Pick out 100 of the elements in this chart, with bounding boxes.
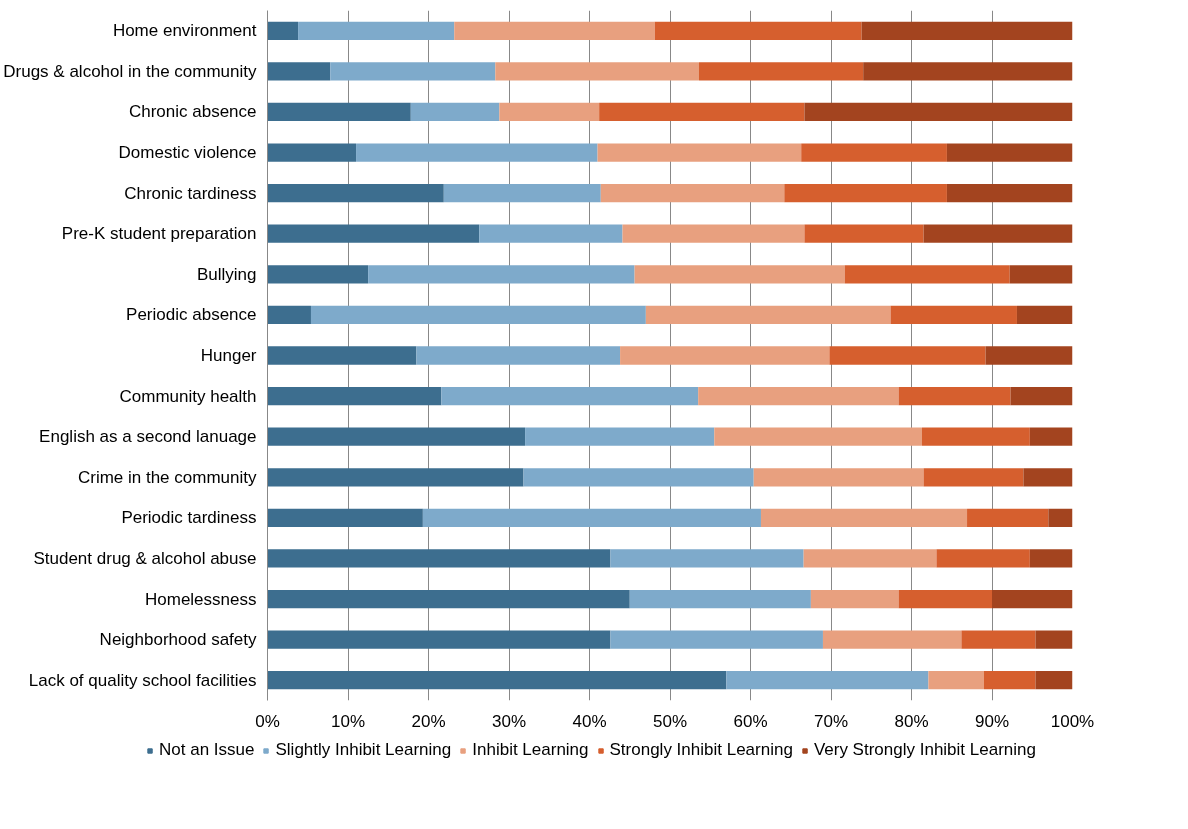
- bar: [810, 589, 899, 609]
- x-tick-label: 40%: [572, 711, 607, 731]
- bar: [898, 386, 1011, 406]
- y-tick-label: Hunger: [200, 346, 257, 365]
- bar: [985, 346, 1073, 365]
- y-tick-label: English as a second lanuage: [39, 427, 257, 447]
- bar: [267, 265, 369, 284]
- bar: [422, 508, 761, 527]
- bar: [495, 62, 699, 81]
- legend-label: Very Strongly Inhibit Learning: [813, 740, 1036, 760]
- bar: [629, 589, 811, 609]
- bar: [267, 549, 611, 568]
- bar: [634, 265, 845, 284]
- x-tick-label: 60%: [733, 711, 768, 731]
- bar: [479, 224, 623, 243]
- x-tick-label: 100%: [1050, 711, 1095, 731]
- bar: [645, 305, 891, 325]
- bar: [1035, 671, 1073, 690]
- bar: [1029, 549, 1073, 568]
- bar: [267, 346, 417, 365]
- bar: [267, 589, 630, 609]
- y-tick-label: Lack of quality school facilities: [28, 670, 257, 690]
- x-tick-label: 20%: [411, 711, 446, 731]
- bar: [267, 427, 526, 446]
- bar: [441, 386, 699, 406]
- y-tick-label: Student drug & alcohol abuse: [33, 548, 257, 568]
- y-tick-label: Chronic absence: [128, 102, 257, 122]
- bar: [801, 143, 947, 162]
- bar: [714, 427, 922, 446]
- bar: [923, 468, 1024, 487]
- bar: [983, 671, 1036, 690]
- y-tick-label: Chronic tardiness: [124, 183, 257, 203]
- legend-label: Strongly Inhibit Learning: [609, 740, 793, 760]
- bar: [267, 468, 524, 487]
- bar: [267, 386, 442, 406]
- bar: [784, 184, 947, 203]
- bar: [267, 305, 311, 325]
- bar: [620, 346, 830, 365]
- bar: [622, 224, 805, 243]
- bar: [525, 427, 715, 446]
- bar: [1010, 386, 1073, 406]
- bar: [1029, 427, 1073, 446]
- y-tick-label: Bullying: [196, 264, 257, 284]
- bar: [454, 21, 655, 40]
- bar: [416, 346, 621, 365]
- bar: [267, 630, 611, 649]
- x-tick-label: 0%: [255, 711, 280, 731]
- bar: [803, 549, 937, 568]
- bar: [804, 224, 924, 243]
- bar: [804, 102, 1073, 122]
- y-tick-label: Home environment: [112, 21, 257, 41]
- bar: [923, 224, 1073, 243]
- bar: [898, 589, 992, 609]
- x-tick-label: 50%: [652, 711, 688, 731]
- bar: [610, 549, 804, 568]
- bar: [698, 386, 899, 406]
- bar: [936, 549, 1030, 568]
- bar: [310, 305, 646, 325]
- bar: [890, 305, 1017, 325]
- x-tick-label: 90%: [974, 711, 1010, 731]
- bar: [946, 184, 1073, 203]
- y-tick-label: Periodic absence: [126, 305, 257, 325]
- bar: [267, 671, 727, 690]
- bar: [523, 468, 754, 487]
- bar: [600, 184, 785, 203]
- legend-label: Not an Issue: [159, 740, 255, 760]
- bar: [410, 102, 500, 122]
- bar: [267, 508, 423, 527]
- bar: [1009, 265, 1073, 284]
- bar: [330, 62, 496, 81]
- bar: [844, 265, 1010, 284]
- bar: [267, 184, 444, 203]
- bar: [726, 671, 929, 690]
- y-tick-label: Community health: [119, 386, 257, 406]
- bar: [1035, 630, 1073, 649]
- bar: [946, 143, 1073, 162]
- bar: [654, 21, 862, 40]
- bar: [267, 62, 331, 81]
- bar: [1023, 468, 1073, 487]
- bar: [443, 184, 601, 203]
- x-tick-label: 80%: [894, 711, 929, 731]
- bar: [698, 62, 864, 81]
- y-tick-label: Domestic violence: [118, 143, 257, 163]
- y-tick-label: Crime in the community: [77, 467, 257, 487]
- y-tick-label: Drugs & alcohol in the community: [3, 61, 257, 81]
- y-tick-label: Neighborhood safety: [99, 630, 257, 650]
- x-tick-label: 70%: [813, 711, 849, 731]
- bar: [1048, 508, 1073, 527]
- x-tick-label: 10%: [330, 711, 366, 731]
- bar: [298, 21, 455, 40]
- bar: [267, 21, 299, 40]
- bar: [267, 143, 357, 162]
- bar: [1016, 305, 1073, 325]
- bar: [967, 508, 1049, 527]
- bar: [599, 102, 805, 122]
- bar: [597, 143, 802, 162]
- bar: [961, 630, 1036, 649]
- bar: [861, 21, 1073, 40]
- bar: [928, 671, 984, 690]
- legend-label: Inhibit Learning: [472, 740, 589, 760]
